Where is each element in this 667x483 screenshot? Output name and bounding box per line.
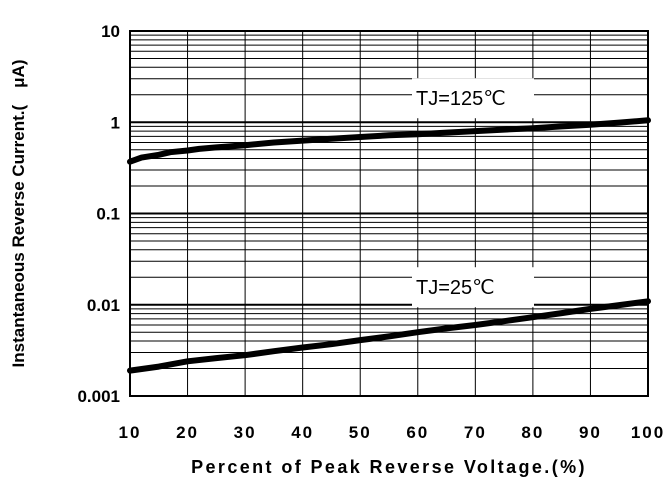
- x-tick-label: 40: [291, 423, 314, 442]
- y-tick-label: 0.1: [96, 205, 120, 224]
- series-label: TJ=25℃: [416, 277, 495, 299]
- x-axis-title: Percent of Peak Reverse Voltage.(%): [191, 457, 587, 477]
- plot-frame: [129, 30, 649, 397]
- series-line-1: [127, 298, 651, 374]
- grid-lines: [130, 31, 648, 396]
- x-tick-label: 90: [579, 423, 602, 442]
- x-tick-label: 20: [176, 423, 199, 442]
- x-tick-label: 60: [406, 423, 429, 442]
- x-tick-label: 70: [464, 423, 487, 442]
- x-tick-label: 100: [631, 423, 665, 442]
- y-tick-label: 1: [111, 113, 120, 132]
- y-tick-label: 10: [101, 22, 120, 41]
- x-tick-label: 50: [349, 423, 372, 442]
- series-label-box: [412, 78, 534, 119]
- series-lines: [127, 117, 651, 374]
- x-tick-label: 80: [521, 423, 544, 442]
- series-labels: TJ=125℃ TJ=25℃: [412, 78, 534, 308]
- y-tick-label: 0.01: [87, 296, 120, 315]
- series-label: TJ=125℃: [416, 88, 506, 110]
- y-axis-title: Instantaneous Reverse Current.( μA): [9, 60, 28, 368]
- y-tick-labels: 0.001 0.01 0.1 1 10: [77, 22, 120, 406]
- x-tick-label: 10: [119, 423, 142, 442]
- x-tick-labels: 10 20 30 40 50 60 70 80 90 100: [119, 423, 665, 442]
- series-label-box: [412, 267, 534, 308]
- series-line-0: [127, 117, 651, 165]
- y-tick-label: 0.001: [77, 387, 120, 406]
- x-tick-label: 30: [234, 423, 257, 442]
